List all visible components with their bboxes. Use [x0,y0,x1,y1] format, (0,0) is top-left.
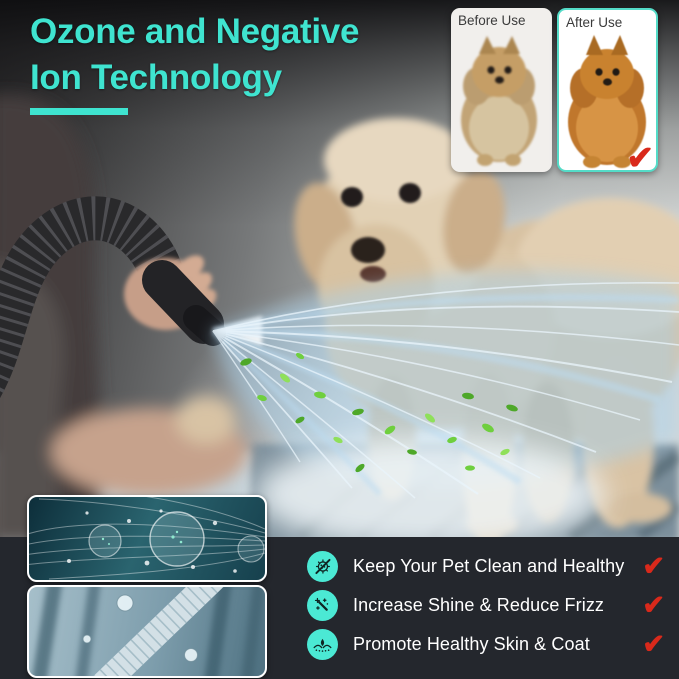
feature-checkmark-icon: ✔ [642,629,665,659]
headline: Ozone and Negative Ion Technology [30,9,359,115]
airflow [210,270,679,537]
dryer-handle [142,260,226,346]
feature-label-clean: Keep Your Pet Clean and Healthy [353,556,625,576]
feature-row-shine: Increase Shine & Reduce Frizz ✔ [307,590,665,621]
pomeranian-after-image [568,35,646,168]
headline-line1: Ozone and Negative [30,12,360,51]
before-after-comparison: Before Use After Use [451,8,658,172]
micro-closeups [27,495,267,678]
after-use-card: After Use ✔ [557,8,658,172]
leaf-particles [240,352,518,473]
dryer-hose [0,196,184,398]
before-use-label: Before Use [458,13,526,28]
before-use-card: Before Use [451,8,552,172]
after-use-label: After Use [566,15,623,30]
headline-underline [30,108,128,115]
hair-strand-image [27,585,267,678]
feature-row-clean: Keep Your Pet Clean and Healthy ✔ [307,551,665,582]
feature-row-skin: Promote Healthy Skin & Coat ✔ [307,629,665,660]
feature-label-skin: Promote Healthy Skin & Coat [353,634,590,654]
feature-checkmark-icon: ✔ [642,551,665,581]
feature-label-shine: Increase Shine & Reduce Frizz [353,595,605,615]
germ-slash-icon [307,551,338,582]
grooming-scene-art [0,94,679,537]
headline-line2: Ion Technology [30,58,282,97]
magic-wand-icon [307,590,338,621]
feature-checkmark-icon: ✔ [642,590,665,620]
dog-face [341,183,421,282]
healthy-skin-icon [307,629,338,660]
after-checkmark-icon: ✔ [626,139,654,172]
pomeranian-before-image [461,36,537,166]
feature-list: Keep Your Pet Clean and Healthy ✔ Increa… [307,551,665,668]
negative-ions-image [27,495,267,582]
